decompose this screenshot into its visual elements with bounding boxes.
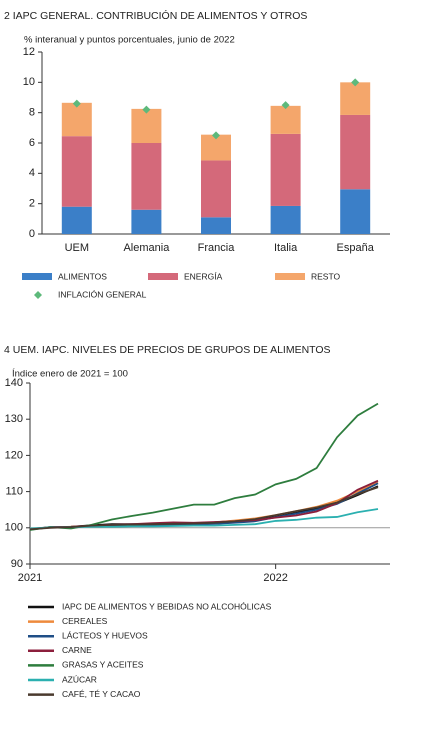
legend-label: AZÚCAR (62, 674, 97, 684)
y-tick-label: 140 (5, 377, 23, 389)
legend-swatch (148, 273, 178, 280)
chart-title: 2 IAPC GENERAL. CONTRIBUCIÓN DE ALIMENTO… (4, 9, 307, 22)
y-tick-label: 12 (23, 46, 35, 58)
bar-segment (201, 217, 231, 234)
chart-subtitle: % interanual y puntos porcentuales, juni… (24, 35, 235, 46)
y-tick-label: 100 (5, 522, 23, 534)
bar-segment (270, 105, 301, 134)
legend-label: IAPC DE ALIMENTOS Y BEBIDAS NO ALCOHÓLIC… (62, 601, 272, 611)
y-tick-label: 90 (11, 558, 23, 570)
y-tick-label: 110 (5, 486, 23, 498)
y-tick-label: 4 (29, 167, 35, 179)
legend-label: RESTO (311, 271, 341, 281)
bar-segment (340, 82, 371, 115)
bar-segment (340, 114, 371, 190)
bar-segment (131, 143, 162, 210)
legend-label: CAFÉ, TÉ Y CACAO (62, 689, 141, 699)
y-tick-label: 2 (29, 198, 35, 210)
x-tick-label: España (337, 242, 375, 254)
legend-marker (34, 291, 42, 299)
x-tick-label: 2021 (18, 572, 42, 584)
bar-segment (270, 205, 301, 234)
y-tick-label: 8 (29, 107, 35, 119)
x-tick-label: Francia (198, 242, 236, 254)
inflation-marker (142, 105, 151, 114)
bar-segment (340, 189, 371, 234)
legend-label: LÁCTEOS Y HUEVOS (62, 630, 148, 640)
y-tick-label: 120 (5, 449, 23, 461)
inflation-marker (212, 131, 220, 140)
y-tick-label: 130 (5, 413, 23, 425)
series-line (29, 508, 379, 530)
x-tick-label: Italia (274, 242, 298, 254)
y-tick-label: 6 (29, 137, 35, 149)
legend-label: ALIMENTOS (58, 271, 107, 281)
legend-swatch (275, 273, 305, 280)
x-tick-label: 2022 (263, 572, 287, 584)
legend-label: CARNE (62, 645, 92, 655)
x-tick-label: Alemania (123, 242, 170, 254)
legend-label: ENERGÍA (184, 271, 223, 281)
bar-segment (61, 102, 92, 137)
series-line (29, 402, 379, 531)
inflation-marker (281, 101, 290, 110)
legend-swatch (22, 273, 52, 280)
bar-segment (61, 206, 92, 234)
chart-title: 4 UEM. IAPC. NIVELES DE PRECIOS DE GRUPO… (4, 344, 331, 356)
chart-subtitle: Índice enero de 2021 = 100 (12, 369, 128, 380)
series-line (29, 486, 379, 531)
inflation-marker (351, 78, 360, 87)
bar-segment (201, 160, 231, 218)
legend-label: GRASAS Y ACEITES (62, 660, 144, 670)
bar-segment (131, 108, 162, 143)
y-tick-label: 0 (29, 228, 35, 240)
legend-label: CEREALES (62, 616, 108, 626)
y-tick-label: 10 (23, 76, 35, 88)
inflation-marker (72, 99, 81, 108)
bar-segment (131, 209, 162, 234)
legend-label: INFLACIÓN GENERAL (58, 289, 147, 299)
bar-segment (61, 136, 92, 207)
x-tick-label: UEM (65, 242, 89, 254)
bar-segment (270, 133, 301, 206)
